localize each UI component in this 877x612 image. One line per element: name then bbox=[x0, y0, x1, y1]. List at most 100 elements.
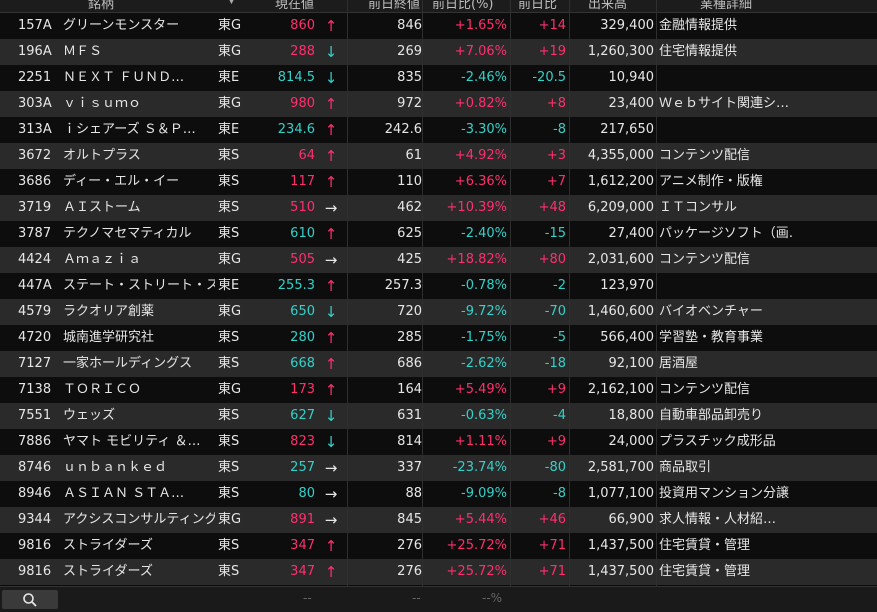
market-segment: 東S bbox=[218, 486, 240, 501]
volume: 1,260,300 bbox=[587, 44, 654, 59]
table-row[interactable]: 9816 ストライダーズ 東S 347 ↑ 276 +25.72% +71 1,437,500 住… bbox=[0, 533, 877, 559]
table-row[interactable]: 447A ステート・ストリート・スパ…東E 255.3 ↑ 257.3 -0.78% -2 1… bbox=[0, 273, 877, 299]
col-header-volume[interactable]: 出来高 bbox=[588, 0, 628, 12]
change-pct: +5.49% bbox=[454, 382, 507, 397]
current-price: 257 bbox=[290, 460, 315, 475]
price-trend-icon: → bbox=[324, 459, 338, 477]
change-value: +3 bbox=[546, 148, 566, 163]
stock-name: テクノマセマティカル bbox=[63, 226, 192, 241]
market-segment: 東S bbox=[218, 174, 240, 189]
stock-name: Ａｍａｚｉａ bbox=[63, 252, 142, 267]
prev-close: 835 bbox=[397, 70, 422, 85]
table-row[interactable]: 4424 Ａｍａｚｉａ 東G 505 → 425 +18.82% +80 2,031,600 コン… bbox=[0, 247, 877, 273]
stock-code: 4720 bbox=[18, 330, 52, 345]
table-row[interactable]: 8946 ＡＳＩＡＮ ＳＴＡ… 東S 80 → 88 -9.09% -8 1,077,100 投資… bbox=[0, 481, 877, 507]
market-segment: 東G bbox=[218, 382, 242, 397]
prev-close: 269 bbox=[397, 44, 422, 59]
volume: 1,460,600 bbox=[587, 304, 654, 319]
stock-code: 9344 bbox=[18, 512, 52, 527]
market-segment: 東G bbox=[218, 252, 242, 267]
market-segment: 東E bbox=[218, 122, 240, 137]
stock-table: 銘柄 ▼ 現在値 前日終値 前日比(%) 前日比 出来高 業種詳細 157A グリ… bbox=[0, 0, 877, 585]
change-pct: +1.11% bbox=[454, 434, 507, 449]
table-row[interactable]: 4720 城南進学研究社 東S 280 ↑ 285 -1.75% -5 566,400 学習塾・教… bbox=[0, 325, 877, 351]
table-row[interactable]: 9344 アクシスコンサルティング 東G 891 → 845 +5.44% +46 66,900… bbox=[0, 507, 877, 533]
volume: 66,900 bbox=[608, 512, 655, 527]
change-value: +48 bbox=[538, 200, 566, 215]
current-price: 347 bbox=[290, 538, 315, 553]
industry-detail: ＩＴコンサル bbox=[659, 200, 738, 215]
market-segment: 東E bbox=[218, 278, 240, 293]
table-row[interactable]: 7138 ＴＯＲＩＣＯ 東G 173 ↑ 164 +5.49% +9 2,162,100 コンテン… bbox=[0, 377, 877, 403]
prev-close: 425 bbox=[397, 252, 422, 267]
change-value: -15 bbox=[544, 226, 566, 241]
table-row[interactable]: 3719 ＡＩストーム 東S 510 → 462 +10.39% +48 6,209,000 ＩＴ… bbox=[0, 195, 877, 221]
table-row[interactable]: 8746 ｕｎｂａｎｋｅｄ 東S 257 → 337 -23.74% -80 2,581,700… bbox=[0, 455, 877, 481]
table-header: 銘柄 ▼ 現在値 前日終値 前日比(%) 前日比 出来高 業種詳細 bbox=[0, 0, 877, 13]
current-price: 668 bbox=[290, 356, 315, 371]
market-segment: 東G bbox=[218, 18, 242, 33]
prev-close: 285 bbox=[397, 330, 422, 345]
table-row[interactable]: 4579 ラクオリア創薬 東G 650 ↓ 720 -9.72% -70 1,460,600 バイ… bbox=[0, 299, 877, 325]
column-divider bbox=[656, 0, 657, 611]
industry-detail: 住宅賃貸・管理 bbox=[659, 564, 751, 579]
table-row[interactable]: 3787 テクノマセマティカル 東S 610 ↑ 625 -2.40% -15 27,400 パッ… bbox=[0, 221, 877, 247]
industry-detail: 自動車部品卸売り bbox=[659, 408, 764, 423]
table-row[interactable]: 3686 ディー・エル・イー 東S 117 ↑ 110 +6.36% +7 1,612,200 ア… bbox=[0, 169, 877, 195]
price-trend-icon: ↓ bbox=[324, 43, 338, 61]
current-price: 650 bbox=[290, 304, 315, 319]
sort-indicator-icon[interactable]: ▼ bbox=[228, 0, 235, 6]
change-value: +7 bbox=[546, 174, 566, 189]
stock-name: ＭＦＳ bbox=[63, 44, 103, 59]
table-row[interactable]: 7886 ヤマト モビリティ ＆… 東S 823 ↓ 814 +1.11% +9 24,000 プ… bbox=[0, 429, 877, 455]
col-header-name[interactable]: 銘柄 bbox=[88, 0, 115, 12]
current-price: 347 bbox=[290, 564, 315, 579]
volume: 1,612,200 bbox=[587, 174, 654, 189]
change-pct: +7.06% bbox=[454, 44, 507, 59]
volume: 2,581,700 bbox=[587, 460, 654, 475]
price-trend-icon: ↑ bbox=[324, 277, 338, 295]
table-row[interactable]: 9816 ストライダーズ 東S 347 ↑ 276 +25.72% +71 1,437,500 住… bbox=[0, 559, 877, 585]
market-segment: 東S bbox=[218, 330, 240, 345]
col-header-industry[interactable]: 業種詳細 bbox=[700, 0, 753, 12]
change-pct: -2.40% bbox=[461, 226, 507, 241]
price-trend-icon: ↓ bbox=[324, 407, 338, 425]
footer-prev-summary: -- bbox=[412, 591, 421, 605]
stock-code: 7138 bbox=[18, 382, 52, 397]
col-header-change-pct[interactable]: 前日比(%) bbox=[432, 0, 494, 12]
table-row[interactable]: 7551 ウェッズ 東S 627 ↓ 631 -0.63% -4 18,800 自動車部品卸売り bbox=[0, 403, 877, 429]
col-header-price[interactable]: 現在値 bbox=[275, 0, 315, 12]
search-button[interactable] bbox=[2, 590, 58, 609]
price-trend-icon: ↑ bbox=[324, 381, 338, 399]
stock-code: 8946 bbox=[18, 486, 52, 501]
table-row[interactable]: 7127 一家ホールディングス 東S 668 ↑ 686 -2.62% -18 92,100 居酒… bbox=[0, 351, 877, 377]
change-value: -70 bbox=[544, 304, 566, 319]
price-trend-icon: ↑ bbox=[324, 329, 338, 347]
price-trend-icon: ↑ bbox=[324, 537, 338, 555]
col-header-change[interactable]: 前日比 bbox=[518, 0, 558, 12]
table-row[interactable]: 2251 ＮＥＸＴ ＦＵＮＤ… 東E 814.5 ↓ 835 -2.46% -20.5 10,9… bbox=[0, 65, 877, 91]
price-trend-icon: ↓ bbox=[324, 69, 338, 87]
table-row[interactable]: 3672 オルトプラス 東S 64 ↑ 61 +4.92% +3 4,355,000 コンテンツ配… bbox=[0, 143, 877, 169]
volume: 2,162,100 bbox=[587, 382, 654, 397]
stock-name: ステート・ストリート・スパ… bbox=[63, 278, 215, 293]
stock-code: 196A bbox=[18, 44, 52, 59]
current-price: 891 bbox=[290, 512, 315, 527]
table-row[interactable]: 313A ｉシェアーズ Ｓ＆Ｐ… 東E 234.6 ↑ 242.6 -3.30% -8 217,… bbox=[0, 117, 877, 143]
col-header-prev-close[interactable]: 前日終値 bbox=[368, 0, 421, 12]
change-value: +9 bbox=[546, 434, 566, 449]
prev-close: 110 bbox=[397, 174, 422, 189]
prev-close: 88 bbox=[405, 486, 422, 501]
table-row[interactable]: 196A ＭＦＳ 東G 288 ↓ 269 +7.06% +19 1,260,300 住宅情報提供 bbox=[0, 39, 877, 65]
stock-name: ｕｎｂａｎｋｅｄ bbox=[63, 460, 168, 475]
prev-close: 720 bbox=[397, 304, 422, 319]
prev-close: 337 bbox=[397, 460, 422, 475]
table-row[interactable]: 157A グリーンモンスター 東G 860 ↑ 846 +1.65% +14 329,400 金融… bbox=[0, 13, 877, 39]
table-row[interactable]: 303A ｖｉｓｕｍｏ 東G 980 ↑ 972 +0.82% +8 23,400 Ｗｅｂサイト関… bbox=[0, 91, 877, 117]
stock-name: ラクオリア創薬 bbox=[63, 304, 155, 319]
change-pct: -9.72% bbox=[461, 304, 507, 319]
market-segment: 東S bbox=[218, 200, 240, 215]
change-value: +71 bbox=[538, 564, 566, 579]
change-value: +80 bbox=[538, 252, 566, 267]
table-footer: -- -- --% bbox=[0, 586, 877, 612]
